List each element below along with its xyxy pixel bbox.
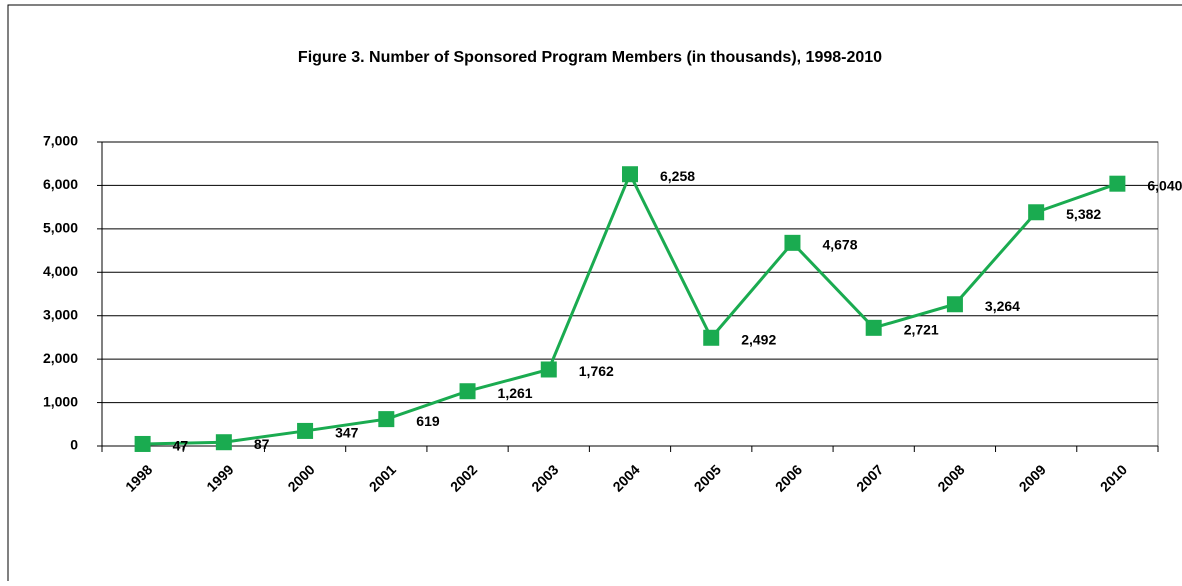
marker [459,383,476,400]
data-label: 2,721 [904,322,939,338]
marker [378,411,395,428]
data-label: 87 [254,436,270,452]
data-label: 619 [416,413,440,429]
data-label: 2,492 [741,331,776,347]
y-tick-label: 5,000 [43,220,78,236]
y-tick-label: 2,000 [43,350,78,366]
marker [703,329,720,346]
marker [134,435,151,452]
data-label: 47 [173,438,189,454]
data-label: 6,040 [1147,177,1182,193]
data-label: 6,258 [660,168,695,184]
y-tick-label: 3,000 [43,306,78,322]
chart-border [7,4,1182,586]
y-tick-label: 6,000 [43,176,78,192]
y-tick-label: 1,000 [43,393,78,409]
y-tick-label: 7,000 [43,133,78,149]
marker [215,434,232,451]
chart-title: Figure 3. Number of Sponsored Program Me… [298,49,882,66]
y-tick-label: 0 [70,437,78,453]
marker [784,234,801,251]
marker [946,296,963,313]
y-tick-label: 4,000 [43,263,78,279]
data-label: 5,382 [1066,206,1101,222]
marker [297,422,314,439]
data-label: 3,264 [985,298,1020,314]
data-label: 1,261 [498,385,533,401]
data-label: 4,678 [822,237,857,253]
marker [540,361,557,378]
marker [865,319,882,336]
marker [1109,175,1126,192]
marker [622,166,638,183]
data-label: 1,762 [579,363,614,379]
marker [1028,204,1045,221]
data-label: 347 [335,425,359,441]
